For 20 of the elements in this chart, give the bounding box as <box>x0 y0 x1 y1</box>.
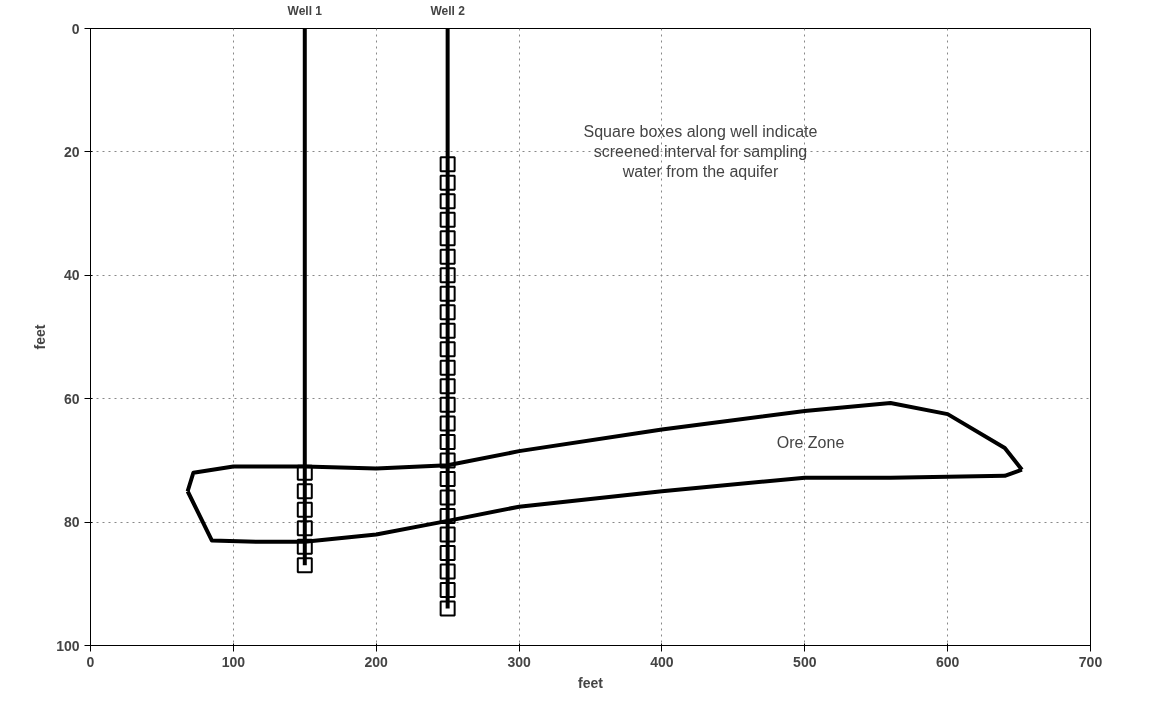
y-tick-label: 40 <box>63 267 80 284</box>
y-tick-label: 0 <box>71 20 80 37</box>
x-tick-label: 300 <box>507 653 531 670</box>
y-tick-label: 60 <box>63 390 80 407</box>
annotation: Square boxes along well indicate screened interval for sampling water from the aquifer <box>583 122 818 181</box>
x-tick-label: 200 <box>364 653 389 670</box>
x-tick-label: 500 <box>793 653 817 670</box>
y-tick-label: 100 <box>56 637 80 654</box>
x-tick-label: 400 <box>650 653 674 670</box>
series-label: Well 2 <box>430 3 466 18</box>
x-axis-title: feet <box>578 674 604 691</box>
series-label: Well 1 <box>287 3 323 18</box>
x-tick-label: 700 <box>1078 653 1103 670</box>
y-axis-title: feet <box>32 324 49 350</box>
y-tick-label: 80 <box>63 514 80 531</box>
x-tick-label: 0 <box>86 653 95 670</box>
annotation: Ore Zone <box>776 434 845 452</box>
y-tick-label: 20 <box>63 143 80 160</box>
x-tick-label: 100 <box>221 653 246 670</box>
x-tick-label: 600 <box>935 653 960 670</box>
